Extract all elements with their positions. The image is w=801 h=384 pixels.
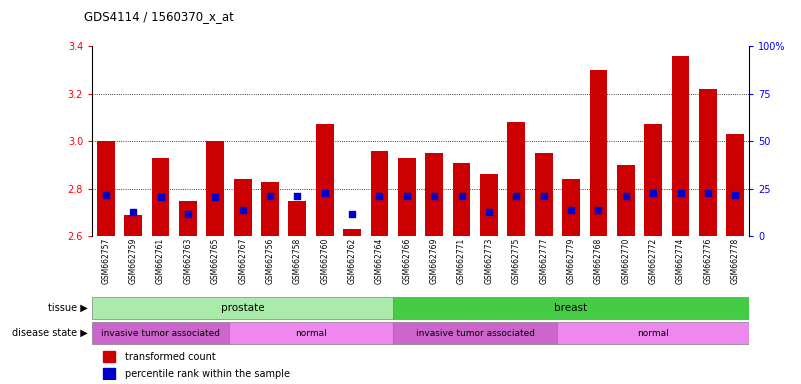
Bar [92, 322, 229, 344]
Bar [393, 322, 557, 344]
Bar [398, 158, 416, 236]
Point [99, 192, 112, 198]
Point [154, 194, 167, 200]
Point [291, 193, 304, 199]
Bar [425, 153, 443, 236]
Bar [151, 158, 170, 236]
Point [236, 207, 249, 213]
Point [428, 193, 441, 199]
Bar [727, 134, 744, 236]
Point [482, 209, 495, 215]
Bar [103, 368, 115, 379]
Point [592, 207, 605, 213]
Bar [103, 351, 115, 362]
Text: normal: normal [638, 329, 669, 338]
Text: invasive tumor associated: invasive tumor associated [416, 329, 535, 338]
Bar [535, 153, 553, 236]
Point [674, 190, 687, 197]
Bar [671, 56, 690, 236]
Point [646, 190, 659, 197]
Point [127, 209, 139, 215]
Bar [617, 165, 634, 236]
Text: tissue ▶: tissue ▶ [48, 303, 88, 313]
Bar [229, 322, 393, 344]
Point [346, 210, 359, 217]
Bar [316, 124, 334, 236]
Text: transformed count: transformed count [125, 352, 216, 362]
Point [318, 190, 331, 197]
Bar [97, 141, 115, 236]
Bar [453, 162, 470, 236]
Text: prostate: prostate [221, 303, 264, 313]
Bar [507, 122, 525, 236]
Point [510, 193, 523, 199]
Point [264, 193, 276, 199]
Point [729, 192, 742, 198]
Bar [179, 200, 197, 236]
Bar [699, 89, 717, 236]
Point [619, 193, 632, 199]
Point [373, 193, 386, 199]
Point [537, 193, 550, 199]
Bar [261, 182, 279, 236]
Point [702, 190, 714, 197]
Bar [480, 174, 498, 236]
Point [455, 193, 468, 199]
Text: breast: breast [554, 303, 588, 313]
Bar [234, 179, 252, 236]
Point [209, 194, 222, 200]
Bar [288, 200, 306, 236]
Bar [393, 297, 749, 319]
Bar [371, 151, 388, 236]
Text: invasive tumor associated: invasive tumor associated [101, 329, 220, 338]
Bar [644, 124, 662, 236]
Point [182, 210, 195, 217]
Bar [207, 141, 224, 236]
Point [400, 193, 413, 199]
Bar [124, 215, 142, 236]
Bar [343, 229, 361, 236]
Bar [590, 70, 607, 236]
Bar [557, 322, 749, 344]
Text: percentile rank within the sample: percentile rank within the sample [125, 369, 290, 379]
Text: normal: normal [296, 329, 327, 338]
Bar [562, 179, 580, 236]
Text: GDS4114 / 1560370_x_at: GDS4114 / 1560370_x_at [84, 10, 234, 23]
Bar [92, 297, 393, 319]
Text: disease state ▶: disease state ▶ [12, 328, 88, 338]
Point [565, 207, 578, 213]
